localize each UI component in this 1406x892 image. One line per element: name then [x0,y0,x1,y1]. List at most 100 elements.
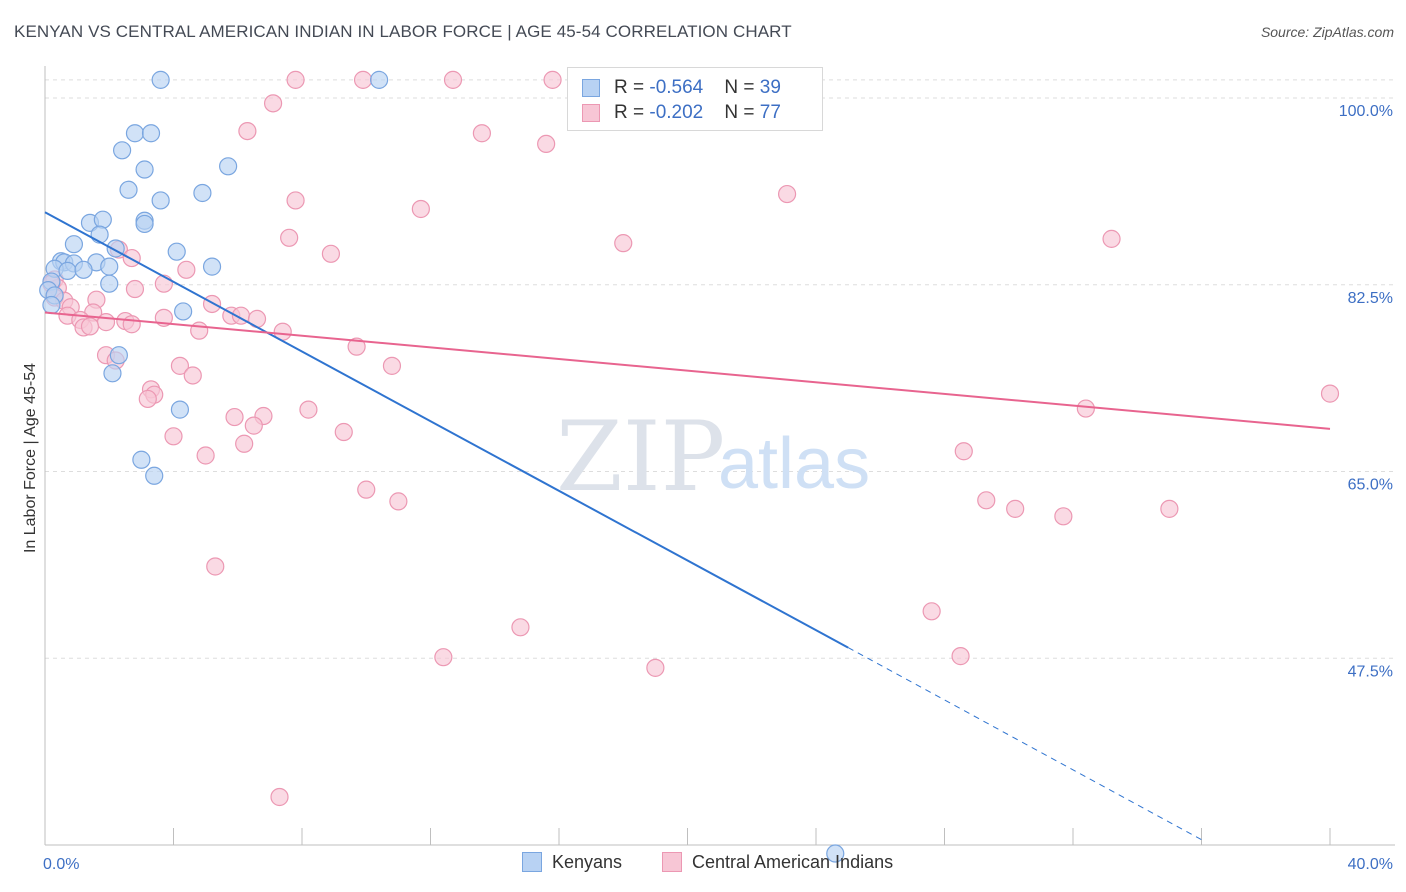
bottom-legend-central: Central American Indians [662,852,893,873]
legend-r-label-central: R = [614,102,650,123]
central-point [389,492,408,511]
central-point [286,70,305,89]
kenyan-point [112,141,132,160]
points-layer [39,70,1340,863]
y-tick-label: 100.0% [1339,103,1393,120]
kenyan-point [64,235,84,254]
y-tick-label: 47.5% [1348,663,1393,680]
central-point [263,94,283,113]
central-point [177,260,196,279]
chart-title: KENYAN VS CENTRAL AMERICAN INDIAN IN LAB… [14,22,792,41]
bottom-legend-swatch-kenyans [522,852,542,872]
central-point [280,228,299,247]
central-point [334,422,353,442]
central-point [1054,507,1073,526]
kenyan-point [42,295,61,315]
bottom-legend-swatch-central [662,852,682,872]
kenyan-point [90,225,109,244]
kenyan-point [119,180,138,199]
kenyan-point [151,191,170,210]
kenyan-point [193,183,212,203]
kenyan-point [170,400,190,419]
kenyan-point [100,257,119,276]
central-point [244,416,263,435]
kenyan-point [826,844,845,863]
central-point [80,317,100,336]
kenyan-point [135,214,154,234]
central-point [196,446,215,465]
central-point [434,648,453,667]
central-point [353,70,373,89]
kenyan-trendline [44,211,849,649]
legend-n-value-kenyans: 39 [759,77,781,98]
axes-layer [44,66,1395,846]
legend-n-value-central: 77 [759,102,781,123]
kenyan-point [100,274,119,293]
central-point [347,337,366,356]
kenyan-point [58,261,77,280]
kenyan-point [202,257,222,276]
labels-layer: 100.0% 82.5% 65.0% 47.5% 0.0% 40.0% [43,103,1393,873]
central-point [183,366,202,385]
central-point [235,434,254,453]
legend-n-label-kenyans: N = [724,77,760,98]
central-point [1160,499,1179,518]
kenyan-trendline-extension [847,647,1202,841]
central-point [286,191,305,210]
legend-r-label-kenyans: R = [614,77,650,98]
central-point [138,389,157,409]
central-point [922,602,941,621]
stats-legend: R = -0.564 N = 39 R = -0.202 N = 77 [567,67,823,131]
kenyan-point [132,450,151,469]
kenyan-point [109,346,128,365]
kenyan-point [219,157,238,176]
central-point [511,618,530,637]
central-point [543,70,562,89]
central-point [170,356,190,375]
grid-layer [45,79,1395,659]
watermark: ZIP atlas [556,401,870,513]
kenyan-point [135,160,154,179]
central-point [1102,229,1121,248]
kenyan-point [167,242,186,261]
central-point [190,321,209,340]
x-tick-label: 0.0% [43,856,79,873]
trend-layer [44,211,1331,841]
y-tick-label: 65.0% [1348,477,1393,494]
kenyan-point [370,70,389,89]
central-point [1006,499,1025,518]
kenyan-point [174,302,193,321]
central-point [777,184,797,204]
x-tick-label: 40.0% [1348,856,1393,873]
central-trendline [44,311,1331,430]
central-point [321,244,341,263]
watermark-atlas: atlas [718,424,870,504]
source-credit: Source: ZipAtlas.com [1260,24,1394,40]
legend-r-value-central: -0.202 [649,102,704,123]
kenyan-point [103,364,122,383]
central-point [1320,384,1340,403]
bottom-legend-kenyans: Kenyans [522,852,622,873]
central-point [951,647,970,666]
central-point [614,234,633,253]
kenyan-point [151,70,170,89]
kenyan-point [141,124,161,143]
central-point [202,294,222,314]
y-tick-label: 82.5% [1348,290,1393,307]
central-point [443,70,463,89]
central-point [225,407,244,427]
kenyan-point [93,210,112,229]
central-point [411,199,430,219]
central-point [1076,399,1095,418]
watermark-zip: ZIP [556,401,725,513]
central-point [238,121,257,141]
legend-r-value-kenyans: -0.564 [649,77,704,98]
bottom-legend-label-kenyans: Kenyans [552,852,623,872]
central-point [96,313,116,332]
y-axis-title: In Labor Force | Age 45-54 [22,363,39,553]
central-point [122,315,141,334]
central-point [357,480,376,499]
central-point [977,491,996,510]
central-point [164,427,183,446]
